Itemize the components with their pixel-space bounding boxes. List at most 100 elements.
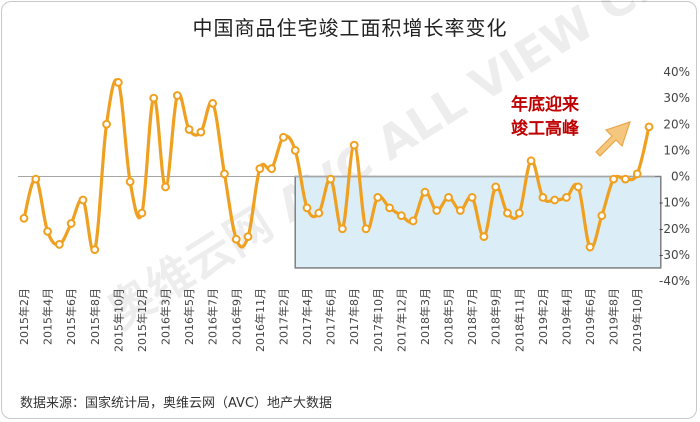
data-point bbox=[125, 177, 135, 187]
x-tick-label: 2018年9月 bbox=[489, 288, 503, 345]
data-point bbox=[243, 232, 253, 241]
data-point bbox=[538, 193, 548, 202]
data-point bbox=[632, 169, 642, 179]
data-point bbox=[113, 78, 123, 87]
data-point bbox=[231, 234, 241, 244]
y-tick-label: 0% bbox=[671, 170, 690, 184]
up-right-arrow-icon bbox=[595, 121, 631, 157]
x-tick-label: 2016年7月 bbox=[206, 288, 220, 345]
x-tick-label: 2019年2月 bbox=[536, 288, 550, 345]
x-tick-label: 2019年6月 bbox=[583, 288, 597, 345]
data-point bbox=[196, 127, 206, 137]
data-point bbox=[467, 193, 477, 202]
data-point bbox=[54, 240, 64, 249]
y-tick-label: 10% bbox=[663, 143, 690, 157]
x-tick-label: 2018年7月 bbox=[465, 288, 479, 345]
data-point bbox=[479, 232, 489, 241]
data-point bbox=[408, 216, 418, 226]
data-point bbox=[43, 226, 52, 236]
data-point bbox=[220, 169, 229, 179]
data-point bbox=[184, 125, 194, 134]
annotation-line-2: 竣工高峰 bbox=[511, 118, 580, 139]
data-point bbox=[621, 174, 630, 184]
data-point bbox=[314, 208, 324, 218]
y-tick-label: -40% bbox=[659, 274, 690, 288]
y-tick-label: -30% bbox=[659, 248, 690, 262]
x-tick-label: 2015年4月 bbox=[41, 288, 55, 345]
x-tick-label: 2017年2月 bbox=[276, 288, 290, 345]
x-tick-label: 2016年11月 bbox=[253, 288, 267, 352]
data-point bbox=[491, 182, 501, 192]
data-point bbox=[337, 224, 347, 234]
data-point bbox=[208, 98, 218, 108]
data-point bbox=[597, 211, 607, 221]
data-point bbox=[172, 91, 182, 100]
x-axis: 2015年2月 2015年4月 2015年6月 2015年8月 2015年10月 2015… bbox=[17, 176, 655, 352]
data-point bbox=[19, 213, 29, 223]
annotation: 年底迎来 竣工高峰 bbox=[511, 94, 631, 157]
data-points bbox=[19, 78, 654, 255]
x-tick-label: 2017年12月 bbox=[394, 288, 408, 352]
x-tick-label: 2018年5月 bbox=[442, 288, 456, 345]
data-point bbox=[137, 208, 147, 218]
data-point bbox=[503, 208, 512, 218]
data-point bbox=[644, 122, 654, 132]
chart-title: 中国商品住宅竣工面积增长率变化 bbox=[192, 16, 508, 40]
x-tick-label: 2018年3月 bbox=[418, 288, 432, 345]
data-point bbox=[102, 119, 111, 129]
data-point bbox=[396, 211, 406, 221]
data-point bbox=[373, 193, 383, 202]
data-point bbox=[562, 193, 571, 202]
x-tick-label: 2017年6月 bbox=[324, 288, 338, 345]
data-point bbox=[267, 164, 277, 174]
data-point bbox=[585, 242, 595, 252]
data-point bbox=[385, 203, 394, 213]
data-point bbox=[420, 187, 430, 197]
x-tick-label: 2016年9月 bbox=[229, 288, 243, 345]
data-point bbox=[161, 182, 170, 192]
y-axis: -40% -30% -20% -10% 0% 10% 20% 30% 40% bbox=[659, 65, 690, 288]
data-point bbox=[149, 93, 159, 103]
data-point bbox=[609, 174, 619, 184]
annotation-line-1: 年底迎来 bbox=[511, 94, 580, 115]
data-point bbox=[349, 140, 359, 150]
y-tick-label: -10% bbox=[659, 196, 690, 210]
data-point bbox=[326, 174, 336, 184]
data-point bbox=[90, 245, 100, 255]
data-point bbox=[279, 132, 288, 142]
x-tick-label: 2015年8月 bbox=[88, 288, 102, 345]
x-tick-label: 2017年8月 bbox=[347, 288, 361, 345]
x-tick-label: 2015年12月 bbox=[135, 288, 149, 352]
data-point bbox=[255, 164, 265, 174]
x-tick-label: 2016年5月 bbox=[182, 288, 196, 345]
x-tick-label: 2017年10月 bbox=[371, 288, 385, 352]
x-tick-label: 2015年10月 bbox=[111, 288, 125, 352]
data-point bbox=[432, 206, 442, 215]
data-point bbox=[78, 195, 88, 205]
y-tick-label: 40% bbox=[663, 65, 690, 79]
x-tick-label: 2019年8月 bbox=[607, 288, 621, 345]
y-tick-label: -20% bbox=[659, 222, 690, 236]
x-tick-label: 2019年10月 bbox=[630, 288, 644, 352]
data-point bbox=[444, 193, 453, 202]
data-source-note: 数据来源：国家统计局，奥维云网（AVC）地产大数据 bbox=[20, 396, 333, 411]
data-point bbox=[302, 203, 312, 213]
x-tick-label: 2019年4月 bbox=[559, 288, 573, 345]
x-tick-label: 2017年4月 bbox=[300, 288, 314, 345]
x-tick-label: 2015年6月 bbox=[64, 288, 78, 345]
x-tick-label: 2018年11月 bbox=[512, 288, 526, 352]
data-point bbox=[290, 145, 300, 155]
data-point bbox=[455, 206, 465, 215]
x-tick-label: 2015年2月 bbox=[17, 288, 31, 345]
data-point bbox=[66, 219, 76, 228]
data-point bbox=[573, 182, 583, 192]
data-point bbox=[526, 156, 536, 166]
data-point bbox=[550, 195, 560, 205]
y-tick-label: 30% bbox=[663, 91, 690, 105]
x-tick-label: 2016年3月 bbox=[159, 288, 173, 345]
data-point bbox=[514, 208, 524, 218]
y-tick-label: 20% bbox=[663, 117, 690, 131]
data-point bbox=[31, 174, 41, 184]
data-point bbox=[361, 224, 371, 234]
